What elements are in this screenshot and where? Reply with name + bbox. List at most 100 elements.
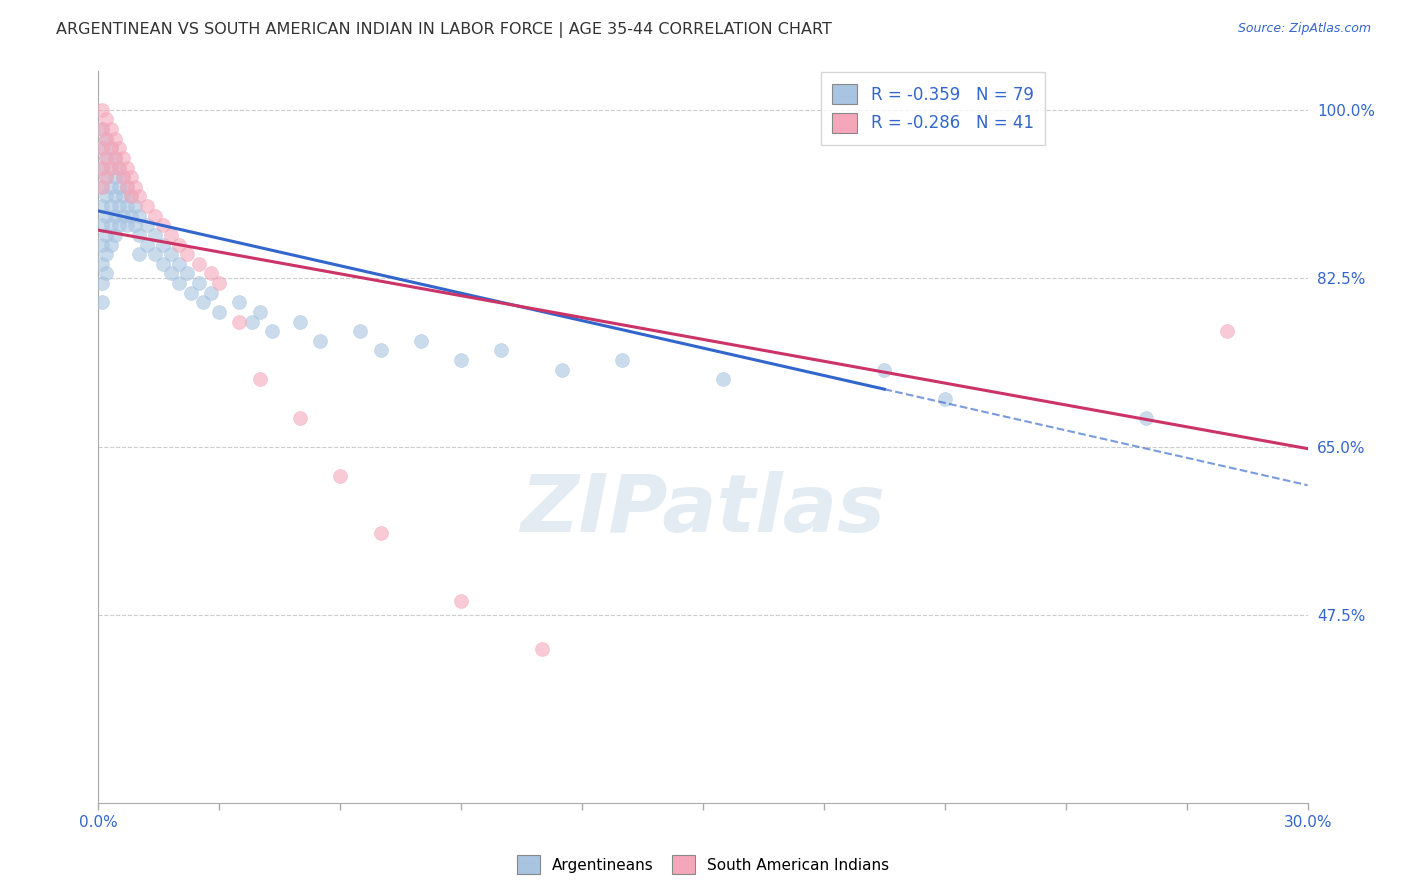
Point bbox=[309, 334, 332, 348]
Point bbox=[96, 227, 118, 242]
Point bbox=[143, 247, 166, 261]
Point bbox=[128, 189, 150, 203]
Point bbox=[120, 209, 142, 223]
Point bbox=[103, 189, 125, 203]
Point bbox=[152, 237, 174, 252]
Point bbox=[1216, 324, 1239, 338]
Point bbox=[200, 285, 222, 300]
Point bbox=[152, 257, 174, 271]
Point bbox=[91, 237, 114, 252]
Point bbox=[103, 151, 125, 165]
Point bbox=[228, 315, 250, 329]
Point bbox=[711, 372, 734, 386]
Point bbox=[1135, 410, 1157, 425]
Point bbox=[96, 170, 118, 185]
Point bbox=[124, 219, 146, 233]
Point bbox=[124, 199, 146, 213]
Point bbox=[103, 227, 125, 242]
Point bbox=[349, 324, 371, 338]
Text: ZIPatlas: ZIPatlas bbox=[520, 471, 886, 549]
Point bbox=[107, 179, 129, 194]
Point bbox=[934, 392, 956, 406]
Point bbox=[107, 161, 129, 175]
Point bbox=[329, 468, 352, 483]
Point bbox=[152, 219, 174, 233]
Point bbox=[208, 305, 231, 319]
Point bbox=[135, 237, 157, 252]
Point bbox=[167, 237, 190, 252]
Point bbox=[107, 141, 129, 155]
Point bbox=[96, 247, 118, 261]
Point bbox=[160, 247, 183, 261]
Point bbox=[107, 219, 129, 233]
Point bbox=[249, 305, 271, 319]
Point bbox=[100, 161, 122, 175]
Point bbox=[103, 170, 125, 185]
Point bbox=[180, 285, 202, 300]
Point bbox=[143, 227, 166, 242]
Point bbox=[450, 353, 472, 368]
Point bbox=[193, 295, 215, 310]
Point bbox=[370, 343, 392, 358]
Point bbox=[100, 141, 122, 155]
Point bbox=[120, 170, 142, 185]
Point bbox=[91, 276, 114, 290]
Point bbox=[176, 267, 198, 281]
Point bbox=[450, 593, 472, 607]
Point bbox=[91, 219, 114, 233]
Point bbox=[111, 151, 134, 165]
Text: Source: ZipAtlas.com: Source: ZipAtlas.com bbox=[1237, 22, 1371, 36]
Point bbox=[91, 122, 114, 136]
Point bbox=[96, 151, 118, 165]
Point bbox=[491, 343, 513, 358]
Point bbox=[288, 315, 311, 329]
Point bbox=[103, 209, 125, 223]
Point bbox=[91, 199, 114, 213]
Point bbox=[96, 267, 118, 281]
Point bbox=[96, 132, 118, 146]
Point bbox=[551, 362, 574, 376]
Point bbox=[135, 199, 157, 213]
Point bbox=[120, 189, 142, 203]
Point bbox=[100, 141, 122, 155]
Point bbox=[288, 410, 311, 425]
Point bbox=[530, 641, 553, 656]
Point bbox=[208, 276, 231, 290]
Point bbox=[100, 219, 122, 233]
Point bbox=[103, 132, 125, 146]
Point bbox=[91, 161, 114, 175]
Point bbox=[115, 179, 138, 194]
Point bbox=[107, 199, 129, 213]
Point bbox=[91, 257, 114, 271]
Point bbox=[128, 227, 150, 242]
Point bbox=[96, 151, 118, 165]
Point bbox=[135, 219, 157, 233]
Point bbox=[240, 315, 263, 329]
Point bbox=[370, 526, 392, 541]
Point bbox=[188, 276, 211, 290]
Point bbox=[91, 295, 114, 310]
Point bbox=[111, 170, 134, 185]
Point bbox=[100, 237, 122, 252]
Point bbox=[612, 353, 634, 368]
Point bbox=[111, 189, 134, 203]
Point bbox=[160, 267, 183, 281]
Point bbox=[96, 189, 118, 203]
Point bbox=[100, 179, 122, 194]
Point bbox=[91, 161, 114, 175]
Point bbox=[111, 170, 134, 185]
Point bbox=[91, 122, 114, 136]
Point bbox=[107, 161, 129, 175]
Point bbox=[103, 151, 125, 165]
Point bbox=[91, 141, 114, 155]
Point bbox=[200, 267, 222, 281]
Point bbox=[96, 132, 118, 146]
Point bbox=[91, 179, 114, 194]
Point bbox=[167, 257, 190, 271]
Point bbox=[120, 189, 142, 203]
Legend: Argentineans, South American Indians: Argentineans, South American Indians bbox=[510, 849, 896, 880]
Point bbox=[260, 324, 283, 338]
Point bbox=[188, 257, 211, 271]
Point bbox=[873, 362, 896, 376]
Point bbox=[100, 199, 122, 213]
